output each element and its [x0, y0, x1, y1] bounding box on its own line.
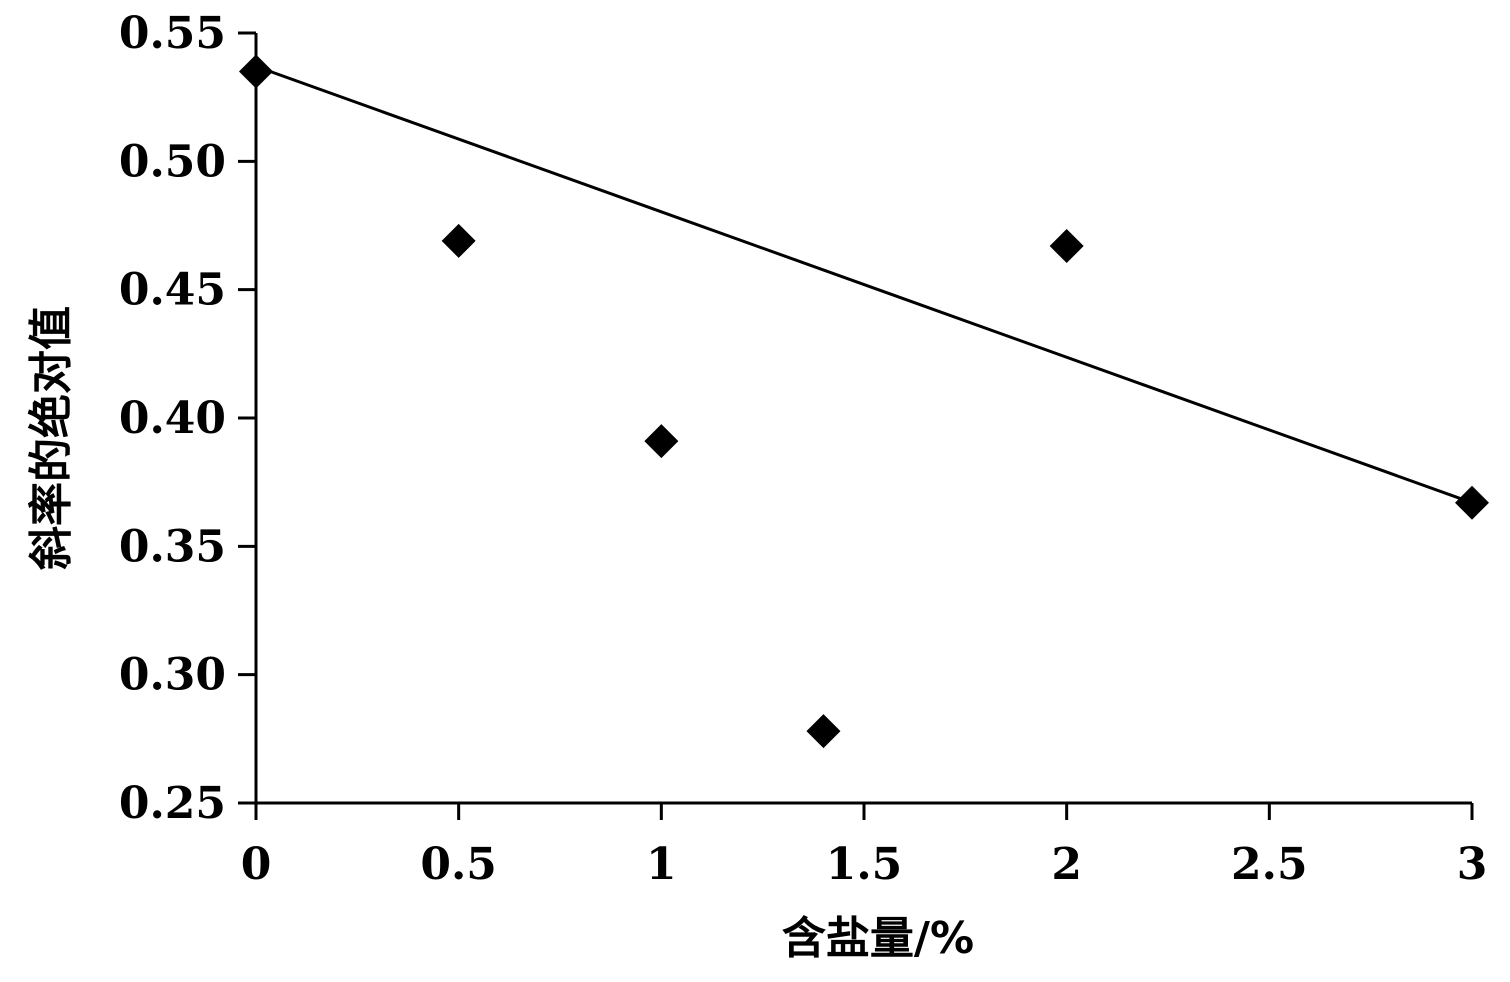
y-tick-label: 0.30: [119, 650, 226, 701]
y-axis-title: 斜率的绝对值: [26, 306, 77, 570]
data-point-diamond: [644, 424, 679, 459]
x-tick-label: 2: [1051, 839, 1082, 890]
x-tick-label: 3: [1457, 839, 1488, 890]
x-tick-label: 0: [241, 839, 272, 890]
y-tick-label: 0.40: [119, 393, 226, 444]
data-point-diamond: [441, 223, 476, 258]
y-tick-label: 0.45: [119, 265, 226, 316]
x-tick-label: 1: [646, 839, 677, 890]
x-axis-title: 含盐量/%: [782, 913, 974, 964]
data-point-diamond: [1049, 229, 1084, 264]
x-tick-label: 0.5: [420, 839, 497, 890]
data-points: [239, 54, 1489, 749]
ticks: 0.25 0.30 0.35 0.40 0.45 0.50 0.55 0 0.5 1 1.5 2 2.5…: [119, 8, 1487, 890]
y-tick-label: 0.55: [119, 8, 226, 59]
x-tick-label: 1.5: [826, 839, 903, 890]
data-point-diamond: [806, 714, 841, 749]
y-tick-label: 0.50: [119, 136, 226, 187]
y-tick-label: 0.25: [119, 778, 226, 829]
x-tick-label: 2.5: [1231, 839, 1308, 890]
trendline-layer: [255, 64, 1473, 505]
data-point-diamond: [1455, 485, 1489, 520]
data-point-diamond: [239, 54, 273, 89]
trendline: [255, 64, 1473, 505]
y-tick-label: 0.35: [119, 521, 226, 572]
axes: [254, 33, 1472, 805]
